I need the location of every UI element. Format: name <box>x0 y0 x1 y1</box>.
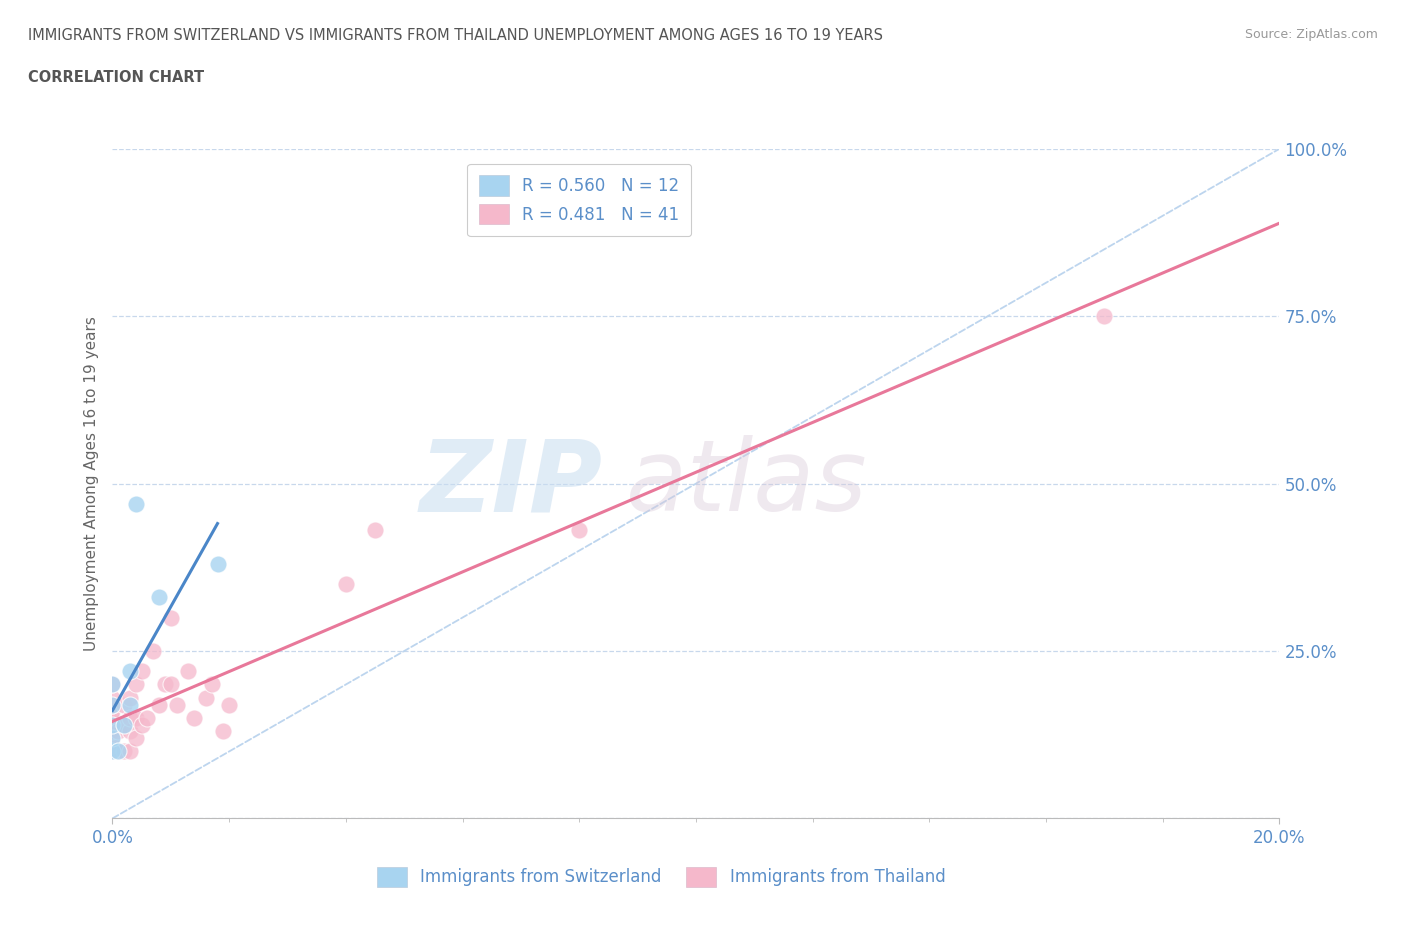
Point <box>112 717 135 732</box>
Point <box>131 664 153 679</box>
Point <box>125 731 148 746</box>
Point <box>177 664 200 679</box>
Point <box>101 704 124 719</box>
Point <box>107 724 129 738</box>
Point <box>101 690 124 705</box>
Point <box>112 717 135 732</box>
Point <box>118 724 141 738</box>
Text: atlas: atlas <box>626 435 868 532</box>
Point <box>148 698 170 712</box>
Point <box>218 698 240 712</box>
Text: IMMIGRANTS FROM SWITZERLAND VS IMMIGRANTS FROM THAILAND UNEMPLOYMENT AMONG AGES : IMMIGRANTS FROM SWITZERLAND VS IMMIGRANT… <box>28 28 883 43</box>
Point <box>101 744 124 759</box>
Point <box>166 698 188 712</box>
Point <box>183 711 205 725</box>
Point <box>107 744 129 759</box>
Point <box>118 744 141 759</box>
Point <box>101 731 124 746</box>
Text: Source: ZipAtlas.com: Source: ZipAtlas.com <box>1244 28 1378 41</box>
Point <box>207 556 229 571</box>
Point <box>112 698 135 712</box>
Text: CORRELATION CHART: CORRELATION CHART <box>28 70 204 85</box>
Point <box>131 717 153 732</box>
Point <box>101 744 124 759</box>
Point <box>125 497 148 512</box>
Point <box>101 677 124 692</box>
Point <box>201 677 224 692</box>
Point <box>153 677 176 692</box>
Point <box>101 724 124 738</box>
Point <box>125 711 148 725</box>
Point <box>101 698 124 712</box>
Point <box>212 724 235 738</box>
Point <box>112 744 135 759</box>
Point <box>107 744 129 759</box>
Point <box>136 711 159 725</box>
Point <box>101 677 124 692</box>
Point <box>101 698 124 712</box>
Point <box>1092 309 1115 324</box>
Point <box>101 717 124 732</box>
Point <box>568 523 591 538</box>
Point <box>160 610 183 625</box>
Point <box>101 711 124 725</box>
Point <box>101 731 124 746</box>
Point <box>194 690 217 705</box>
Legend: Immigrants from Switzerland, Immigrants from Thailand: Immigrants from Switzerland, Immigrants … <box>367 857 955 897</box>
Point <box>101 717 124 732</box>
Point <box>148 590 170 604</box>
Text: ZIP: ZIP <box>419 435 603 532</box>
Point <box>118 711 141 725</box>
Y-axis label: Unemployment Among Ages 16 to 19 years: Unemployment Among Ages 16 to 19 years <box>83 316 98 651</box>
Point <box>101 737 124 752</box>
Point <box>335 577 357 591</box>
Point <box>118 664 141 679</box>
Point <box>364 523 387 538</box>
Point <box>118 690 141 705</box>
Point <box>142 644 165 658</box>
Point <box>118 698 141 712</box>
Point <box>160 677 183 692</box>
Point <box>125 677 148 692</box>
